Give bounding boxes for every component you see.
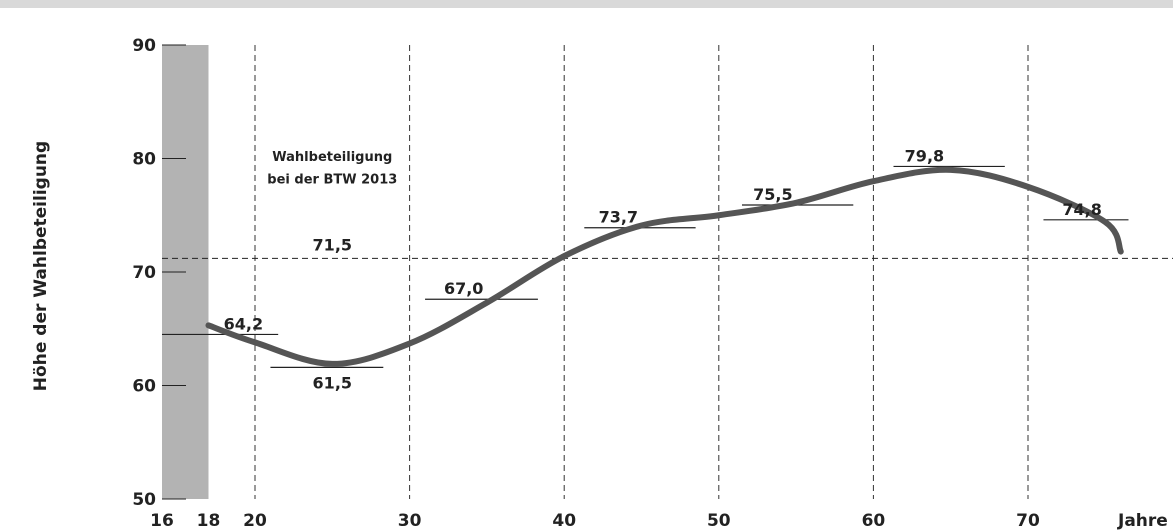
- grid: [254, 45, 1029, 499]
- series-line: [205, 166, 1124, 367]
- y-tick-label: 60: [132, 377, 156, 397]
- y-tick-label: 50: [132, 490, 156, 510]
- data-label: 67,0: [444, 279, 483, 298]
- y-tick-label: 70: [132, 263, 156, 283]
- data-label: 79,8: [905, 146, 944, 165]
- x-tick-label: 16: [150, 511, 174, 531]
- axes: 50 60 70 80 90 16 18 20 30 40 50 60 70: [132, 36, 1040, 531]
- data-label: 74,8: [1062, 200, 1101, 219]
- data-label: 75,5: [753, 185, 792, 204]
- data-labels: 64,2 61,5 67,0 73,7 75,5 79,8 74,8: [224, 146, 1102, 392]
- reference-note-line-2: bei der BTW 2013: [267, 172, 397, 187]
- x-tick-label: 40: [552, 511, 576, 531]
- label-bars: [162, 165, 1129, 368]
- data-label: 73,7: [599, 208, 638, 227]
- x-tick-label: 20: [243, 511, 267, 531]
- x-axis-label: Jahre: [1117, 511, 1168, 531]
- data-label: 64,2: [224, 314, 263, 333]
- x-tick-label: 18: [197, 511, 221, 531]
- reference-note-line-1: Wahlbeteiligung: [272, 150, 392, 165]
- x-tick-label: 30: [398, 511, 422, 531]
- y-tick-label: 90: [132, 36, 156, 56]
- y-axis-label: Höhe der Wahlbeteiligung: [31, 141, 51, 391]
- x-tick-label: 50: [707, 511, 731, 531]
- x-tick-label: 70: [1016, 511, 1040, 531]
- data-label: 61,5: [313, 373, 352, 392]
- y-tick-label: 80: [132, 150, 156, 170]
- top-bar: [0, 0, 1173, 8]
- reference-label: 71,5: [313, 235, 352, 254]
- x-tick-label: 60: [862, 511, 886, 531]
